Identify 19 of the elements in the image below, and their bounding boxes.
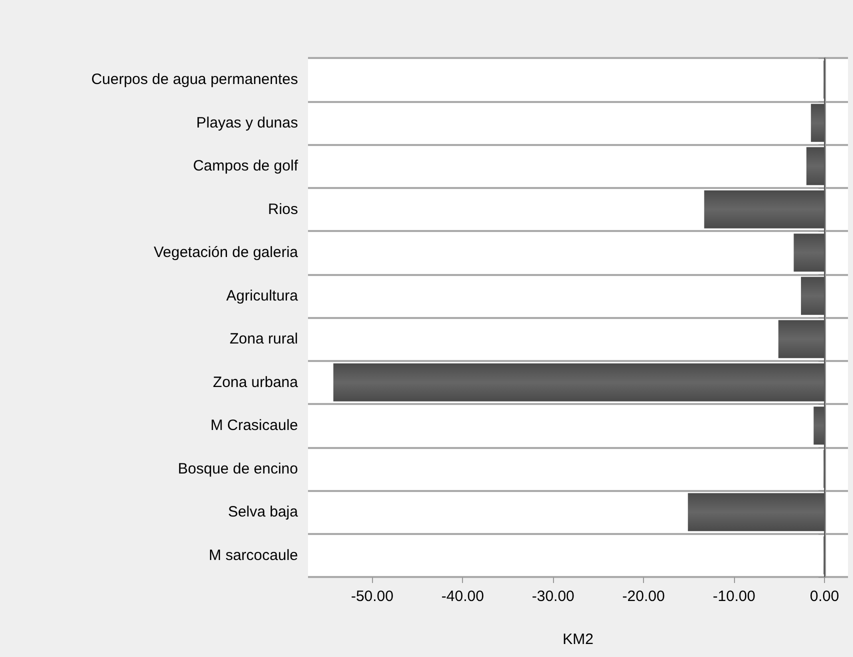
x-tick-label: -50.00 — [350, 588, 394, 605]
y-tick-label: Cuerpos de agua permanentes — [91, 71, 298, 88]
y-tick-label: Rios — [268, 200, 298, 218]
y-tick-label: Selva baja — [228, 504, 299, 521]
y-tick-label: Zona urbana — [212, 374, 299, 391]
y-tick-label: Vegetación de galeria — [154, 244, 299, 262]
x-tick-label: 0.00 — [810, 588, 840, 605]
x-tick-label: -10.00 — [712, 588, 756, 605]
y-tick-label: M sarcocaule — [208, 546, 298, 564]
y-tick-label: Playas y dunas — [196, 114, 298, 132]
y-tick-label: M Crasicaule — [210, 417, 298, 434]
y-tick-label: Bosque de encino — [178, 460, 298, 478]
x-tick-label: -20.00 — [622, 588, 665, 605]
y-tick-label: Agricultura — [226, 287, 299, 304]
x-tick-label: -30.00 — [532, 588, 574, 605]
y-tick-label: Campos de golf — [192, 158, 299, 175]
x-axis-title: KM2 — [562, 631, 594, 648]
y-tick-label: Zona rural — [230, 330, 298, 348]
x-tick-label: -40.00 — [441, 588, 484, 605]
